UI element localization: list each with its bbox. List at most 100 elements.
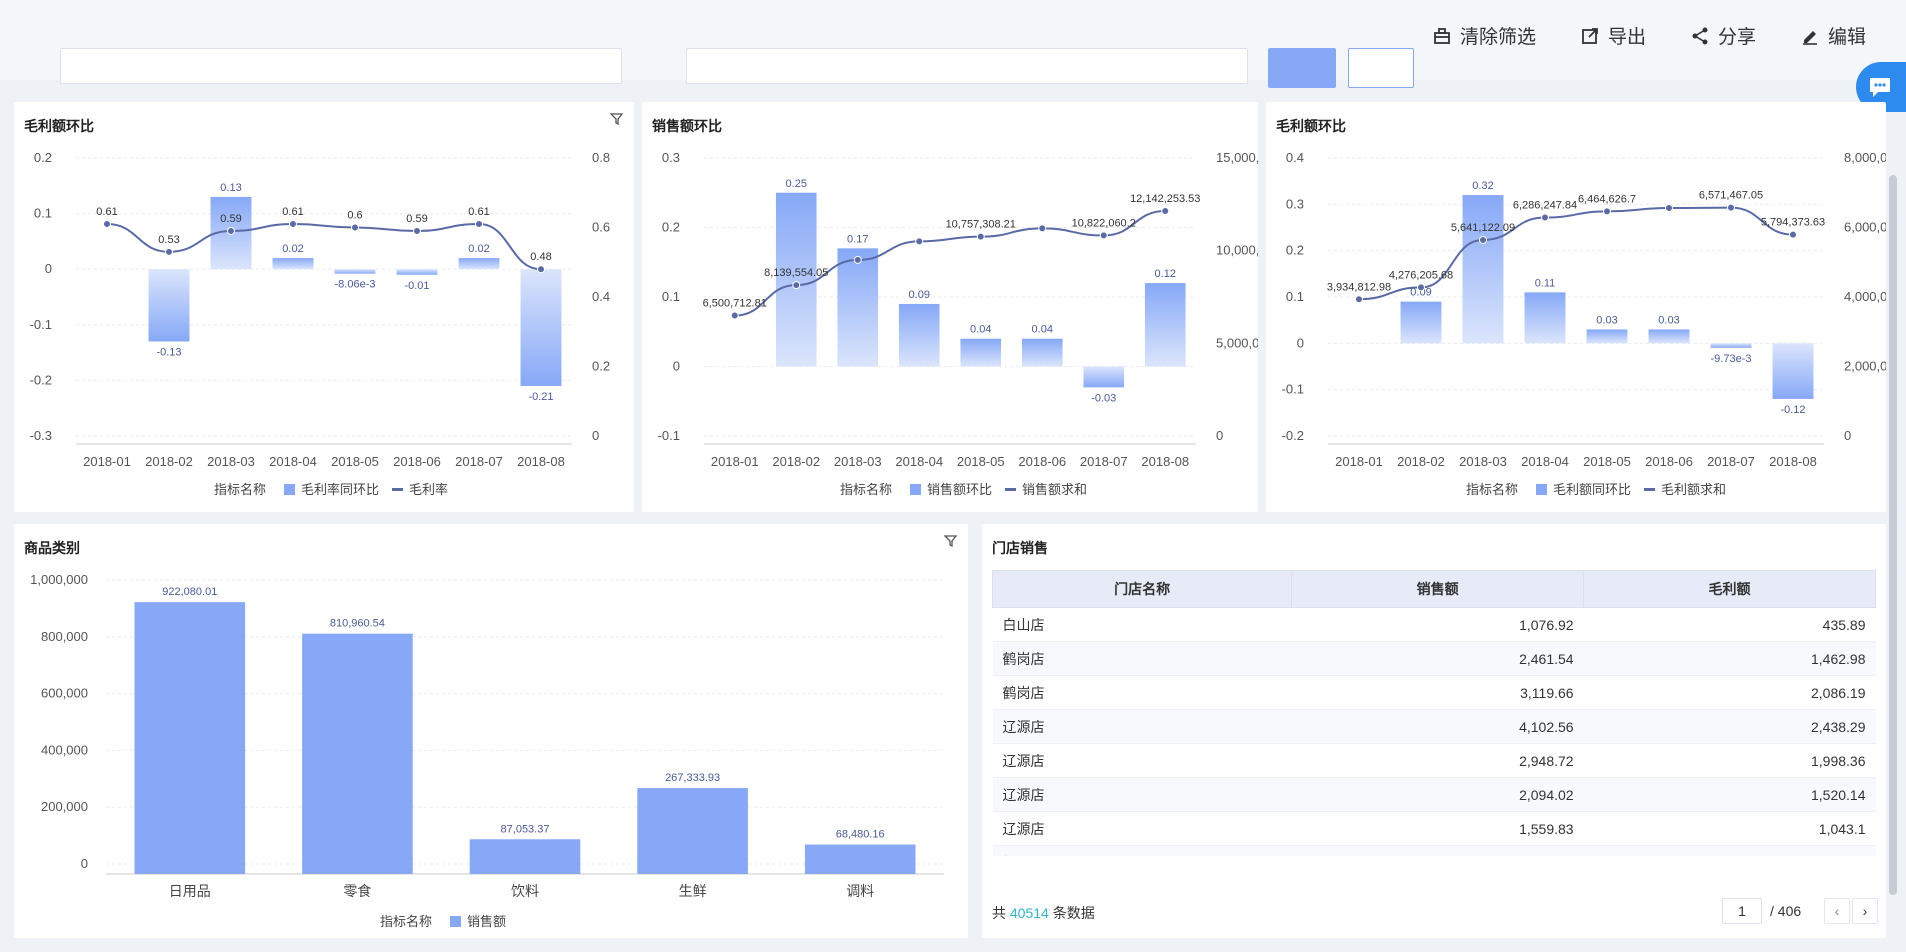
store-name-cell: 鹤岗店 [992,675,1292,710]
bar-data-label: 0.17 [847,233,868,245]
edit-icon [1802,30,1817,45]
line-data-label: 12,142,253.53 [1130,193,1200,205]
gross-profit-cell: 435.89 [1583,607,1876,642]
store-name-cell: 辽源店 [992,777,1292,812]
date-filter-input[interactable] [60,48,622,84]
filter-icon[interactable] [610,112,624,126]
table-row[interactable]: 辽源店 2,948.72 1,998.36 [992,743,1876,778]
bar [134,602,246,874]
chart-title: 销售额环比 [652,118,722,134]
store-filter-select[interactable] [686,48,1248,84]
clear-filter-button[interactable]: 清除筛选 [1432,22,1536,49]
bar [302,633,413,874]
x-axis-tick-label: 2018-06 [1018,454,1066,469]
line-data-label: 0.53 [158,234,179,246]
bar-data-label: -0.03 [1091,392,1116,404]
export-icon [1582,27,1598,44]
y2-axis-tick-label: 4,000,000 [1844,289,1886,304]
bar [1083,366,1125,388]
chart-panel-3: 毛利额环比 0.4 0.3 0.2 0.1 0 -0.1 -0.2 8,000,000 6,00… [1266,102,1886,512]
share-button[interactable]: 分享 [1690,22,1756,49]
legend-line-label: 毛利率 [409,482,448,497]
sales-cell: 3,119.66 [1291,675,1584,710]
x-axis-tick-label: 生鲜 [679,883,707,899]
table-row[interactable]: 白山店 1,076.92 435.89 [992,607,1876,642]
bar [804,844,916,874]
x-axis-tick-label: 2018-07 [1080,454,1128,469]
share-icon [1692,27,1708,44]
total-count-text: 共 40514 条数据 [992,903,1095,923]
bar-data-label: 0.04 [1032,324,1053,336]
clear-filter-icon [1434,27,1450,44]
x-axis-tick-label: 2018-02 [772,454,820,469]
y2-axis-tick-label: 2,000,000 [1844,359,1886,374]
line-data-label: 10,757,308.21 [946,219,1016,231]
table-row[interactable]: 辽源店 4,102.56 2,438.29 [992,709,1876,744]
gross-profit-cell: 2,086.19 [1583,675,1876,710]
line-data-label: 0.6 [347,210,362,222]
table-row[interactable]: 鹤岗店 3,119.66 2,086.19 [992,675,1876,710]
line-point [1099,231,1108,240]
bar [1586,329,1628,344]
line-data-label: 0.61 [468,206,489,218]
line-data-label: 0.59 [220,213,241,225]
line-data-label: 8,139,554.05 [764,267,828,279]
export-button[interactable]: 导出 [1580,22,1646,49]
reset-button[interactable] [1348,48,1414,88]
combo-chart-3: 0.4 0.3 0.2 0.1 0 -0.1 -0.2 8,000,000 6,000,000 4… [1282,150,1886,497]
x-axis-tick-label: 2018-08 [1141,454,1189,469]
page-number-input[interactable]: 1 [1722,898,1762,924]
table-row[interactable]: 松原店605.13364.96 [992,845,1876,856]
sales-cell: 1,559.83 [1291,811,1584,846]
edit-button[interactable]: 编辑 [1800,22,1866,49]
table-scroll[interactable]: 门店名称 销售额 毛利额 白山店 1,076.92 435.89 鹤岗店 2,461.5… [992,570,1876,856]
line-point [1541,213,1549,222]
y2-axis-tick-label: 15,000,000 [1216,150,1258,165]
column-header[interactable]: 门店名称 [992,570,1293,608]
page-scrollbar[interactable] [1889,175,1897,895]
total-prefix: 共 [992,905,1006,921]
y2-axis-tick-label: 10,000,000 [1216,243,1258,258]
column-header[interactable]: 毛利额 [1583,570,1876,608]
x-axis-tick-label: 日用品 [169,883,211,899]
table-row[interactable]: 辽源店 1,559.83 1,043.1 [992,811,1876,846]
bar-data-label: 0.32 [1472,180,1493,192]
line-point [1665,204,1673,213]
bar-data-label: 0.03 [1596,314,1617,326]
next-page-button[interactable]: › [1852,898,1878,924]
line-point [227,226,235,235]
filter-icon[interactable] [944,534,958,548]
bar-data-label: -9.73e-3 [1711,353,1752,365]
bar [1772,343,1814,399]
store-name-cell: 辽源店 [992,811,1292,846]
store-name-cell: 辽源店 [992,709,1292,744]
y2-axis-tick-label: 0 [1216,428,1223,443]
prev-page-button[interactable]: ‹ [1824,898,1850,924]
line-data-label: 0.48 [530,251,551,263]
y-axis-tick-label: 0.1 [662,289,680,304]
query-button[interactable] [1268,48,1336,88]
table-row[interactable]: 辽源店 2,094.02 1,520.14 [992,777,1876,812]
bar-data-label: 0.12 [1155,268,1176,280]
line-point [976,232,985,241]
bar [272,258,314,270]
line-point [915,237,924,246]
line-data-label: 10,822,060.2 [1072,217,1136,229]
y-axis-tick-label: -0.1 [1282,382,1304,397]
store-name-cell: 辽源店 [992,743,1292,778]
y2-axis-tick-label: 0.4 [592,289,610,304]
y2-axis-tick-label: 0 [592,428,599,443]
x-axis-tick-label: 2018-06 [393,454,441,469]
column-header[interactable]: 销售额 [1291,570,1585,608]
legend-bar-label: 销售额环比 [927,482,992,497]
legend-line-label: 销售额求和 [1022,482,1087,497]
chart-title: 毛利额环比 [1276,118,1346,134]
table-row[interactable]: 鹤岗店 2,461.54 1,462.98 [992,641,1876,676]
line-point [165,247,173,256]
bar-data-label: 0.09 [1410,287,1431,299]
y-axis-tick-label: 600,000 [41,686,88,701]
line-point [537,265,545,274]
total-count: 40514 [1009,905,1049,921]
bar [1524,292,1566,344]
sales-cell: 2,461.54 [1291,641,1584,676]
